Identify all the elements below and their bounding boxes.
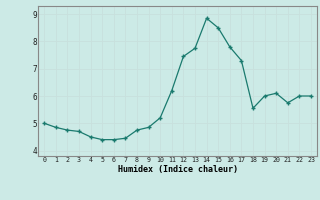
- X-axis label: Humidex (Indice chaleur): Humidex (Indice chaleur): [118, 165, 238, 174]
